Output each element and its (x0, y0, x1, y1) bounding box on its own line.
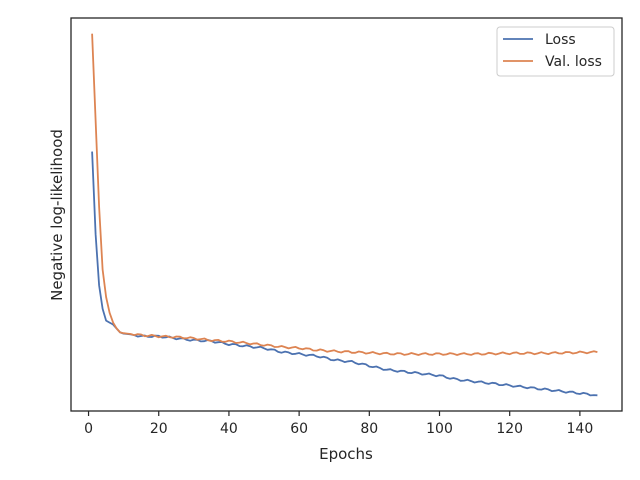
x-tick-label: 40 (220, 421, 238, 437)
x-tick-label: 140 (567, 421, 594, 437)
x-tick-label: 100 (426, 421, 453, 437)
legend: Loss Val. loss (496, 26, 615, 77)
legend-label: Val. loss (545, 54, 602, 70)
series-line-loss (91, 151, 598, 397)
plot-area (70, 17, 623, 412)
x-tick-label: 60 (290, 421, 308, 437)
y-axis-label: Negative log-likelihood (48, 129, 66, 301)
x-tick-label: 80 (360, 421, 378, 437)
x-tick-label: 20 (150, 421, 168, 437)
x-axis-ticks: 0 20 40 60 80 100 120 140 (84, 411, 593, 437)
x-tick-label: 0 (84, 421, 93, 437)
legend-label: Loss (545, 32, 576, 48)
x-tick-label: 120 (496, 421, 523, 437)
x-axis-label: Epochs (319, 445, 373, 463)
series-line-val-loss (91, 33, 598, 356)
series-lines (91, 33, 598, 397)
